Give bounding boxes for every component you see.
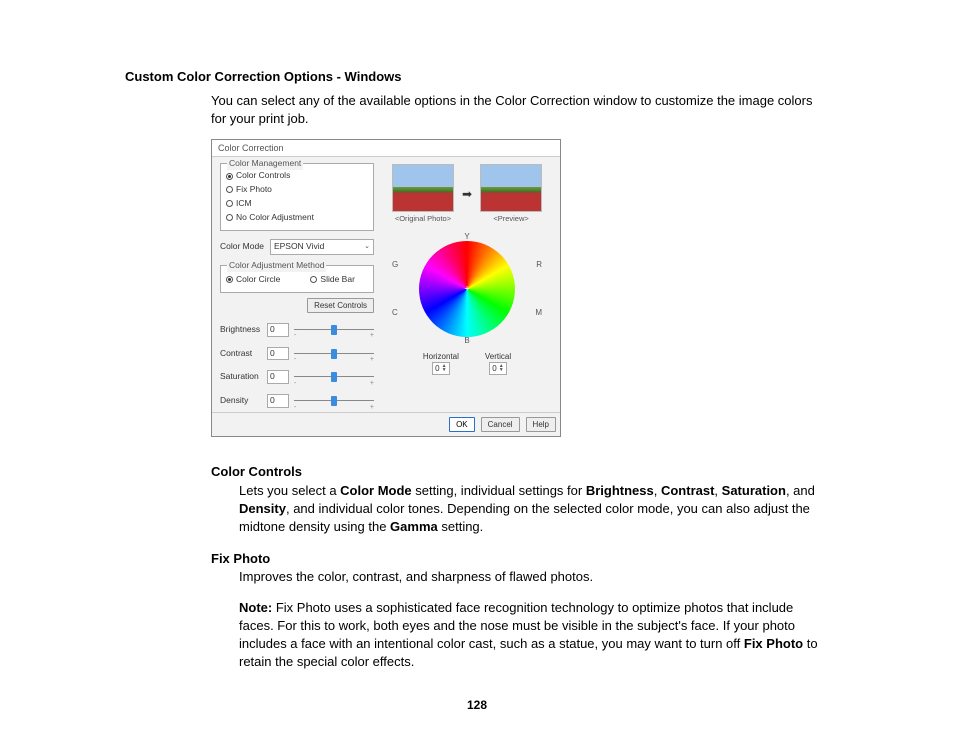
cancel-button[interactable]: Cancel	[481, 417, 520, 432]
slider-label: Contrast	[220, 348, 262, 360]
help-button[interactable]: Help	[526, 417, 556, 432]
slider-track[interactable]: -+	[294, 325, 374, 335]
wheel-label-g: G	[392, 259, 398, 270]
slider-value[interactable]: 0	[267, 323, 289, 337]
fix-photo-note: Note: Fix Photo uses a sophisticated fac…	[239, 599, 829, 672]
radio-color-circle[interactable]: Color Circle	[226, 274, 280, 286]
slider-label: Brightness	[220, 324, 262, 336]
vertical-spinner[interactable]: Vertical 0▲▼	[485, 351, 511, 375]
color-wheel[interactable]: Y G R C M B	[380, 233, 554, 345]
density-slider[interactable]: Density 0 -+	[220, 394, 374, 408]
saturation-slider[interactable]: Saturation 0 -+	[220, 370, 374, 384]
radio-color-controls[interactable]: Color Controls	[226, 170, 368, 182]
slider-track[interactable]: -+	[294, 396, 374, 406]
radio-icm[interactable]: ICM	[226, 198, 368, 210]
dialog-title: Color Correction	[212, 140, 560, 158]
color-correction-dialog: Color Correction Color Management Color …	[211, 139, 561, 438]
dialog-right-panel: <Original Photo> ➡ <Preview> Y G R C M B	[380, 157, 560, 412]
term-color-controls-body: Lets you select a Color Mode setting, in…	[239, 482, 829, 537]
thumb-caption: <Original Photo>	[392, 214, 454, 225]
color-management-fieldset: Color Management Color Controls Fix Phot…	[220, 163, 374, 231]
wheel-label-b: B	[464, 335, 469, 346]
slider-value[interactable]: 0	[267, 347, 289, 361]
slider-track[interactable]: -+	[294, 349, 374, 359]
spinner-buttons-icon[interactable]: ▲▼	[499, 364, 504, 372]
adj-legend: Color Adjustment Method	[227, 260, 326, 272]
slider-value[interactable]: 0	[267, 370, 289, 384]
mgmt-legend: Color Management	[227, 158, 303, 170]
radio-label: No Color Adjustment	[236, 212, 314, 224]
radio-label: Color Circle	[236, 274, 280, 286]
section-title: Custom Color Correction Options - Window…	[125, 68, 829, 86]
horizontal-spinner[interactable]: Horizontal 0▲▼	[423, 351, 459, 375]
preview-photo-thumb	[480, 164, 542, 212]
radio-label: Color Controls	[236, 170, 290, 182]
original-photo-thumb	[392, 164, 454, 212]
hv-label: Horizontal	[423, 351, 459, 362]
reset-controls-button[interactable]: Reset Controls	[307, 298, 374, 313]
color-mode-select[interactable]: EPSON Vivid ⌄	[270, 239, 374, 255]
term-fix-photo-title: Fix Photo	[211, 550, 829, 568]
arrow-right-icon: ➡	[462, 186, 472, 203]
term-color-controls-title: Color Controls	[211, 463, 829, 481]
slider-label: Saturation	[220, 371, 262, 383]
radio-label: Fix Photo	[236, 184, 272, 196]
radio-label: ICM	[236, 198, 252, 210]
adj-method-fieldset: Color Adjustment Method Color Circle Sli…	[220, 265, 374, 293]
slider-track[interactable]: -+	[294, 372, 374, 382]
intro-text: You can select any of the available opti…	[211, 92, 829, 128]
page-number: 128	[0, 697, 954, 714]
wheel-label-m: M	[535, 307, 542, 318]
radio-label: Slide Bar	[320, 274, 355, 286]
wheel-label-c: C	[392, 307, 398, 318]
hv-value: 0	[492, 363, 496, 374]
spinner-buttons-icon[interactable]: ▲▼	[442, 364, 447, 372]
color-mode-label: Color Mode	[220, 241, 264, 253]
radio-slide-bar[interactable]: Slide Bar	[310, 274, 355, 286]
chevron-down-icon: ⌄	[364, 242, 370, 252]
brightness-slider[interactable]: Brightness 0 -+	[220, 323, 374, 337]
select-value: EPSON Vivid	[274, 241, 324, 253]
dialog-left-panel: Color Management Color Controls Fix Phot…	[212, 157, 380, 412]
radio-no-adjustment[interactable]: No Color Adjustment	[226, 212, 368, 224]
slider-value[interactable]: 0	[267, 394, 289, 408]
hv-label: Vertical	[485, 351, 511, 362]
contrast-slider[interactable]: Contrast 0 -+	[220, 347, 374, 361]
term-fix-photo-body: Improves the color, contrast, and sharpn…	[239, 568, 829, 586]
radio-fix-photo[interactable]: Fix Photo	[226, 184, 368, 196]
hv-value: 0	[435, 363, 439, 374]
ok-button[interactable]: OK	[449, 417, 475, 432]
thumb-caption: <Preview>	[480, 214, 542, 225]
slider-label: Density	[220, 395, 262, 407]
wheel-label-r: R	[536, 259, 542, 270]
